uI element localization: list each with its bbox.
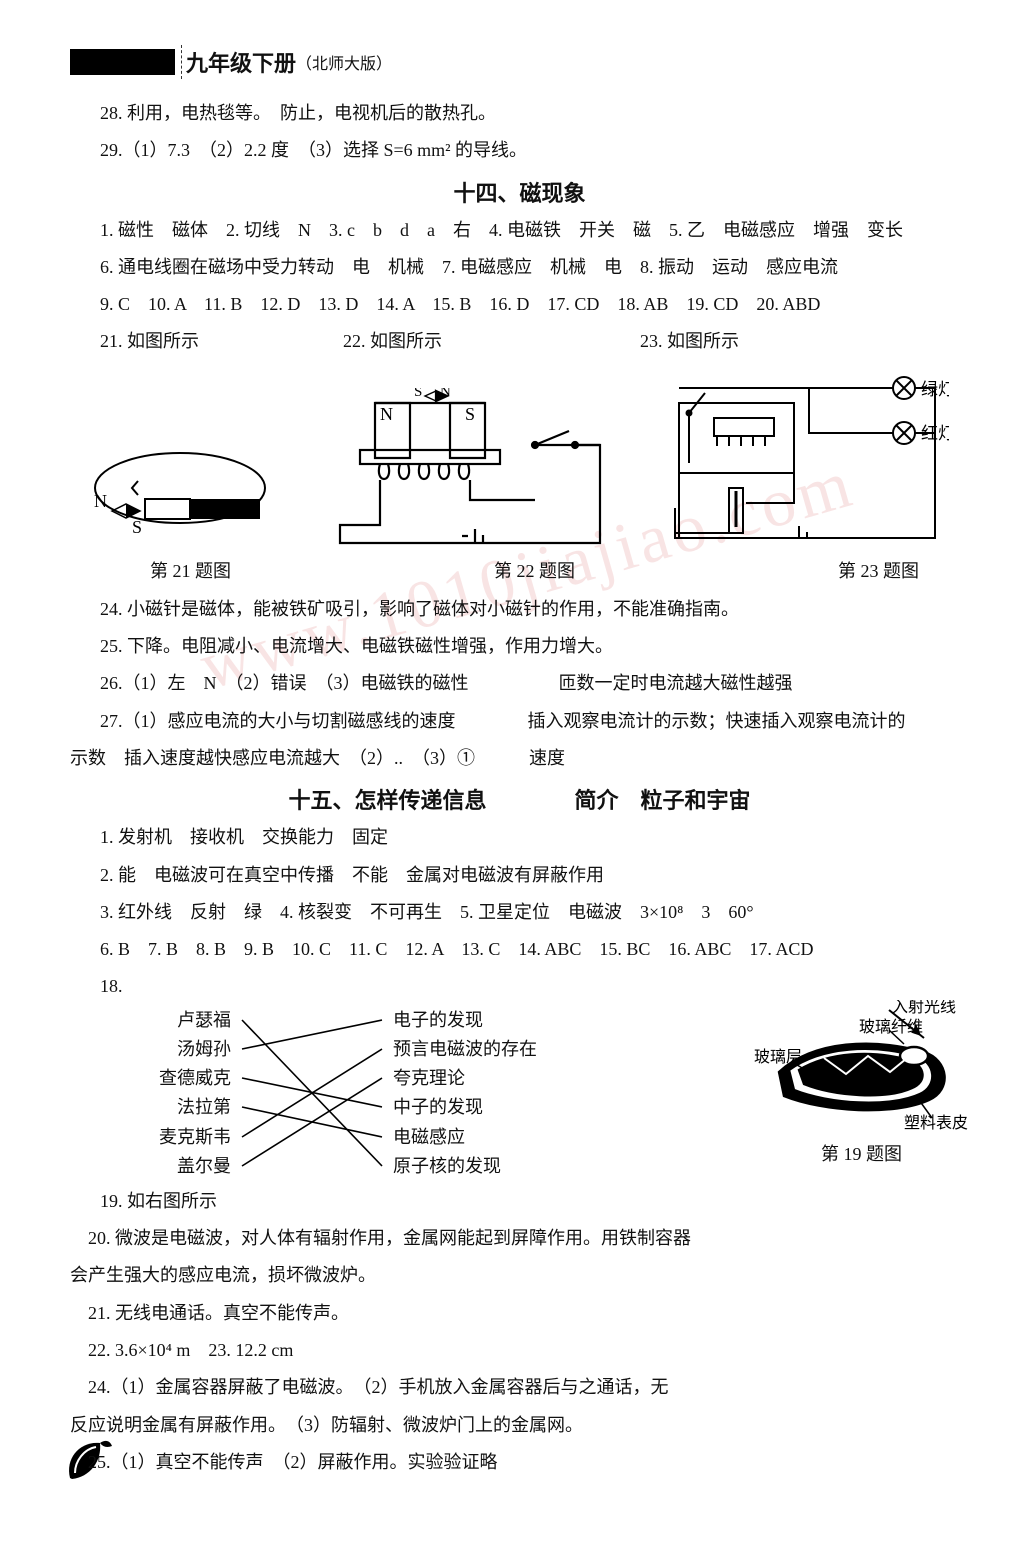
svg-text:S: S: [414, 388, 422, 400]
match-right-item: 原子核的发现: [393, 1152, 567, 1181]
svg-text:S: S: [465, 404, 475, 424]
s15-l19: 19. 如右图所示: [100, 1185, 969, 1218]
figure-captions: 第 21 题图 第 22 题图 第 23 题图: [150, 557, 919, 583]
fig21: S N S: [90, 433, 280, 553]
svg-text:N: N: [440, 388, 451, 400]
fig23: 绿灯 红灯: [659, 373, 949, 553]
match-left-item: 盖尔曼: [132, 1152, 231, 1181]
match-left-item: 查德威克: [132, 1064, 231, 1093]
s15-l21: 21. 无线电通话。真空不能传声。: [70, 1297, 969, 1330]
s15-l24a: 24.（1）金属容器屏蔽了电磁波。 （2）手机放入金属容器后与之通话，无: [70, 1371, 969, 1404]
s15-l20b: 会产生强大的感应电流，损坏微波炉。: [70, 1259, 969, 1292]
s15-l18: 18.: [100, 970, 969, 1003]
figcap21: 第 21 题图: [150, 557, 231, 583]
fig23-red: 红灯: [921, 424, 949, 443]
match-lines: [237, 1006, 387, 1181]
s14-l25: 25. 下降。电阻减小、电流增大、电磁铁磁性增强，作用力增大。: [100, 630, 969, 663]
section14-title: 十四、磁现象: [70, 176, 969, 208]
svg-text:N: N: [380, 404, 393, 424]
match-left-item: 法拉第: [132, 1093, 231, 1122]
svg-text:N: N: [94, 491, 107, 511]
match-right-item: 预言电磁波的存在: [393, 1035, 567, 1064]
s14-l1: 1. 磁性 磁体 2. 切线 N 3. c b d a 右 4. 电磁铁 开关 …: [100, 214, 969, 247]
match-right-item: 中子的发现: [393, 1093, 567, 1122]
s15-l25: 25.（1）真空不能传声 （2）屏蔽作用。实验验证略: [70, 1446, 969, 1479]
header-subtitle: （北师大版）: [296, 50, 392, 74]
fig22: N S S N: [320, 388, 620, 553]
s14-l27b: 示数 插入速度越快感应电流越大 （2）.. （3）① 速度: [70, 742, 969, 775]
match-right-col: 电子的发现预言电磁波的存在夸克理论中子的发现电磁感应原子核的发现: [387, 1006, 567, 1181]
s14-l3: 9. C 10. A 11. B 12. D 13. D 14. A 15. B…: [100, 288, 969, 321]
match-left-item: 汤姆孙: [132, 1035, 231, 1064]
s14-l27a: 27.（1）感应电流的大小与切割磁感线的速度 插入观察电流计的示数；快速插入观察…: [100, 705, 969, 738]
figure-row: S N S: [90, 373, 949, 553]
s15-l2: 2. 能 电磁波可在真空中传播 不能 金属对电磁波有屏蔽作用: [100, 859, 969, 892]
section15-title: 十五、怎样传递信息 简介 粒子和宇宙: [70, 783, 969, 815]
match-right-item: 电子的发现: [393, 1006, 567, 1035]
figcap23: 第 23 题图: [838, 557, 919, 583]
q29: 29.（1）7.3 （2）2.2 度 （3）选择 S=6 mm² 的导线。: [100, 134, 969, 167]
match-left-col: 卢瑟福汤姆孙查德威克法拉第麦克斯韦盖尔曼: [132, 1006, 237, 1181]
svg-text:S: S: [132, 517, 142, 537]
fig23-green: 绿灯: [921, 380, 949, 399]
s14-l24: 24. 小磁针是磁体，能被铁矿吸引，影响了磁体对小磁针的作用，不能准确指南。: [100, 593, 969, 626]
s15-l1: 1. 发射机 接收机 交换能力 固定: [100, 821, 969, 854]
s15-l20a: 20. 微波是电磁波，对人体有辐射作用，金属网能起到屏障作用。用铁制容器: [70, 1222, 969, 1255]
page-header: 九年级下册 （北师大版）: [70, 45, 969, 79]
header-divider: [181, 45, 182, 79]
match-right-item: 夸克理论: [393, 1064, 567, 1093]
matching-diagram: 卢瑟福汤姆孙查德威克法拉第麦克斯韦盖尔曼 电子的发现预言电磁波的存在夸克理论中子…: [132, 1006, 969, 1181]
match-right-item: 电磁感应: [393, 1123, 567, 1152]
s15-l3: 3. 红外线 反射 绿 4. 核裂变 不可再生 5. 卫星定位 电磁波 3×10…: [100, 896, 969, 929]
svg-text:S: S: [250, 502, 259, 519]
s15-l4: 6. B 7. B 8. B 9. B 10. C 11. C 12. A 13…: [100, 933, 969, 966]
s15-l22: 22. 3.6×10⁴ m 23. 12.2 cm: [70, 1334, 969, 1367]
match-left-item: 卢瑟福: [132, 1006, 231, 1035]
s14-l4: 21. 如图所示 22. 如图所示 23. 如图所示: [100, 325, 969, 358]
s14-l2: 6. 通电线圈在磁场中受力转动 电 机械 7. 电磁感应 机械 电 8. 振动 …: [100, 251, 969, 284]
header-black-block: [70, 49, 175, 75]
s15-l24b: 反应说明金属有屏蔽作用。 （3）防辐射、微波炉门上的金属网。: [70, 1409, 969, 1442]
figcap22: 第 22 题图: [494, 557, 575, 583]
q28: 28. 利用，电热毯等。 防止，电视机后的散热孔。: [100, 97, 969, 130]
header-title: 九年级下册: [186, 46, 296, 78]
match-left-item: 麦克斯韦: [132, 1123, 231, 1152]
s14-l26: 26.（1）左 N （2）错误 （3）电磁铁的磁性 匝数一定时电流越大磁性越强: [100, 667, 969, 700]
